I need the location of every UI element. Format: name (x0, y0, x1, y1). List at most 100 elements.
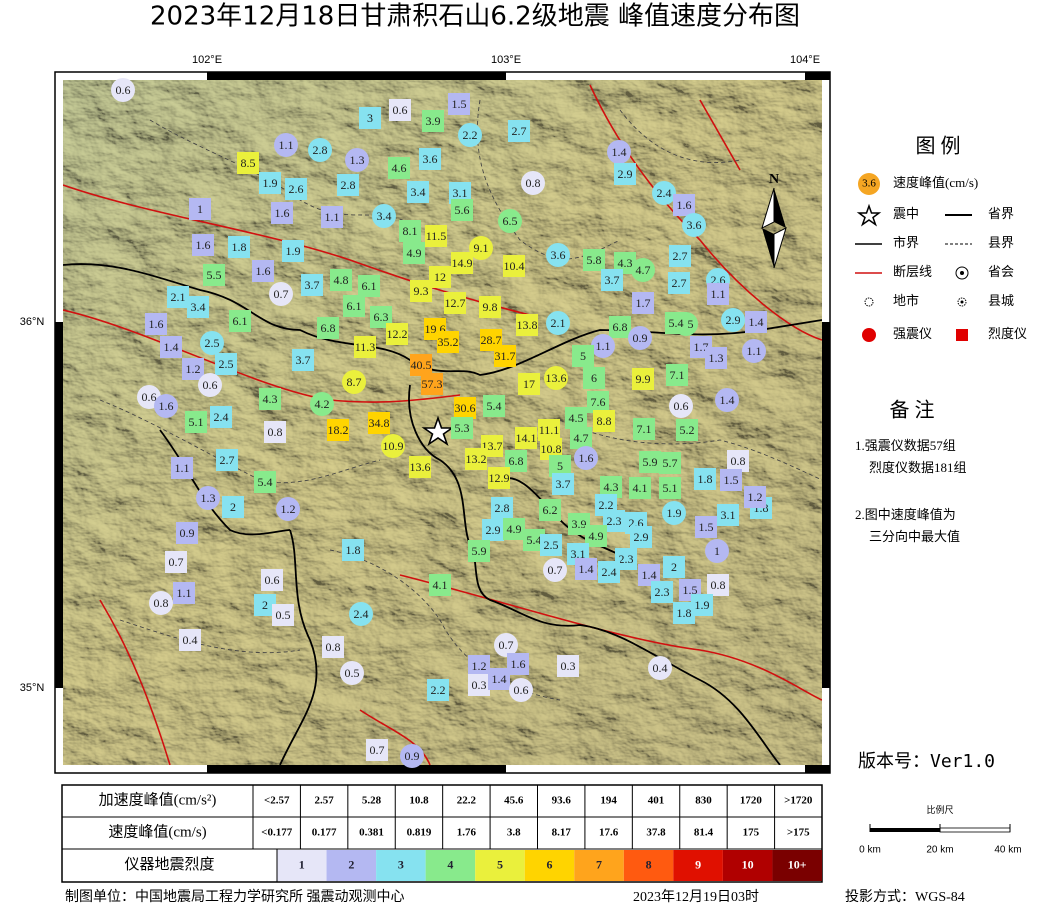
station-value: 6.2 (543, 503, 558, 517)
intensity-station (614, 163, 636, 185)
table-cell: 194 (600, 795, 617, 807)
frame-ticks (55, 72, 830, 773)
station-value: 8.8 (597, 414, 612, 428)
station-value: 4.7 (574, 431, 589, 445)
station-value: 28.7 (481, 333, 502, 347)
station-value: 5.4 (487, 399, 502, 413)
strong-motion-station (349, 602, 373, 626)
strong-motion-station (705, 539, 729, 563)
legend-item: 县界 (988, 235, 1014, 250)
station-value: 1.4 (579, 562, 594, 576)
station-value: 7.1 (637, 422, 652, 436)
intensity-station (451, 252, 473, 274)
intensity-label: 10 (742, 857, 754, 871)
station-value: 2.2 (463, 128, 478, 142)
legend-symbol-value: 3.6 (862, 178, 876, 190)
intensity-station (301, 274, 323, 296)
station-value: 1.5 (724, 473, 739, 487)
intensity-station (317, 317, 339, 339)
station-value: 11.5 (426, 229, 447, 243)
version: 版本号：Ver1.0 (858, 751, 995, 772)
station-value: 1.4 (642, 568, 657, 582)
footer-projection: 投影方式：WGS-84 (845, 889, 965, 905)
note: 三分向中最大值 (869, 529, 960, 544)
station-value: 5 (580, 349, 586, 363)
station-value: 2.8 (495, 501, 510, 515)
station-value: 0.5 (345, 666, 360, 680)
intensity-station (222, 496, 244, 518)
intensity-station (583, 367, 605, 389)
intensity-station (468, 655, 490, 677)
strong-motion-station (469, 236, 493, 260)
intensity-label: 10+ (788, 857, 807, 871)
station-value: 12.2 (387, 327, 408, 341)
station-value: 2.7 (672, 276, 687, 290)
intensity-station (507, 653, 529, 675)
strong-motion-station (546, 243, 570, 267)
intensity-station (259, 172, 281, 194)
scale-title: 比例尺 (926, 804, 953, 815)
strong-motion-station (521, 171, 545, 195)
intensity-station (508, 120, 530, 142)
intensity-station (503, 518, 525, 540)
strong-motion-station (400, 744, 424, 768)
station-value: 2.8 (313, 143, 328, 157)
station-value: 4.9 (407, 246, 422, 260)
intensity-station (629, 477, 651, 499)
station-value: 2.4 (602, 565, 617, 579)
intensity-station (516, 314, 538, 336)
strong-motion-station (544, 366, 568, 390)
intensity-station (727, 450, 749, 472)
intensity-label: 8 (646, 857, 652, 871)
table-cell: 1720 (740, 795, 763, 807)
intensity-station (427, 679, 449, 701)
station-value: 12.7 (445, 296, 466, 310)
intensity-station (615, 548, 637, 570)
intensity-station (429, 266, 451, 288)
station-value: 0.8 (268, 425, 283, 439)
intensity-station (216, 449, 238, 471)
intensity-station (421, 373, 443, 395)
legend-title: 图 例 (916, 135, 961, 158)
station-value: 2.9 (634, 530, 649, 544)
station-value: 2.4 (354, 607, 369, 621)
table-cell: >175 (787, 827, 810, 839)
station-value: 4.9 (507, 522, 522, 536)
station-value: 1.6 (275, 206, 290, 220)
intensity-station (403, 242, 425, 264)
intensity-station (252, 260, 274, 282)
strong-motion-station (631, 258, 655, 282)
intensity-station (389, 99, 411, 121)
lat-label: 35°N (20, 682, 45, 694)
station-value: 6.1 (347, 299, 362, 313)
intensity-table: 加速度峰值(cm/s²) <2.57 2.57 5.28 10.8 22.2 45.6 93.… (61, 784, 823, 883)
faults (63, 84, 822, 765)
table-cell: 93.6 (552, 795, 572, 807)
station-value: 6.8 (509, 454, 524, 468)
intensity-station (429, 574, 451, 596)
station-value: 11.3 (355, 340, 376, 354)
strong-motion-station (310, 392, 334, 416)
strong-motion-station (458, 123, 482, 147)
station-value: 3.7 (305, 278, 320, 292)
station-value: 3.4 (191, 300, 206, 314)
intensity-station (523, 529, 545, 551)
intensity-station (673, 602, 695, 624)
station-value: 2.4 (657, 186, 672, 200)
station-value: 5 (557, 459, 563, 473)
intensity-station (633, 418, 655, 440)
lon-label: 102°E (192, 54, 222, 66)
lat-label: 36°N (20, 316, 45, 328)
station-value: 5.3 (455, 421, 470, 435)
strong-motion-station (648, 656, 672, 680)
station-value: 1.8 (232, 240, 247, 254)
station-value: 0.7 (548, 563, 563, 577)
intensity-station (451, 417, 473, 439)
intensity-station (409, 456, 431, 478)
station-value: 2 (230, 500, 236, 514)
legend-item: 断层线 (893, 264, 932, 279)
station-value: 1.2 (748, 490, 763, 504)
station-value: 0.4 (183, 633, 198, 647)
intensity-station (388, 157, 410, 179)
station-value: 3.1 (571, 547, 586, 561)
